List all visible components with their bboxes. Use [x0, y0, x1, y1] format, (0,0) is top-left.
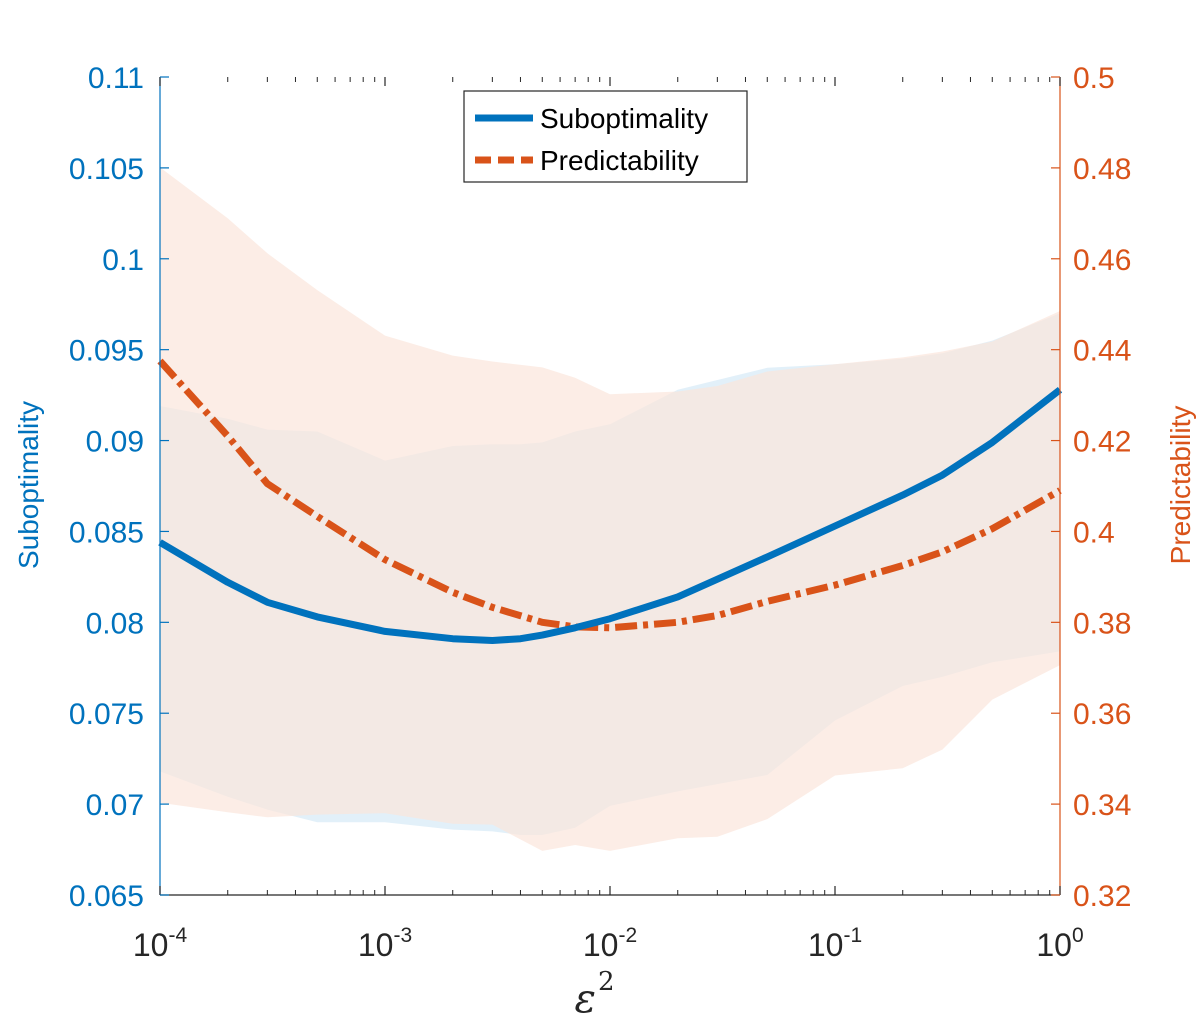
legend: Suboptimality Predictability: [463, 90, 748, 183]
x-tick-label: 10-4: [133, 924, 188, 963]
y-right-tick-label: 0.48: [1073, 153, 1131, 186]
tick-labels: 10-4 10-3 10-2 10-1 100 0.065 0.07 0.075 0.08 0.0…: [69, 62, 1131, 963]
x-tick-label: 100: [1036, 924, 1083, 963]
series-line-suboptimality: [158, 386, 1063, 644]
confidence-bands: [160, 167, 1060, 851]
legend-box: [463, 90, 748, 183]
y-right-tick-label: 0.4: [1073, 516, 1115, 549]
y-right-tick-label: 0.42: [1073, 426, 1131, 459]
y-left-tick-label: 0.075: [69, 698, 144, 731]
y-right-tick-label: 0.36: [1073, 698, 1131, 731]
y-right-tick-label: 0.38: [1073, 607, 1131, 640]
y-left-tick-label: 0.1: [102, 244, 144, 277]
y-right-tick-label: 0.46: [1073, 244, 1131, 277]
x-axis-label-exponent: 2: [598, 967, 615, 997]
y-axis-left-label: Suboptimality: [13, 401, 44, 569]
y-left-tick-label: 0.065: [69, 880, 144, 913]
axes: [159, 76, 1061, 896]
y-axis-right-label: Predictability: [1165, 406, 1196, 565]
y-right-tick-label: 0.34: [1073, 789, 1131, 822]
y-right-tick-label: 0.44: [1073, 335, 1131, 368]
x-axis-label: ε: [575, 976, 596, 1022]
series-lines: [157, 358, 1063, 644]
y-left-tick-label: 0.11: [88, 62, 144, 95]
series-line-predictability: [157, 358, 1062, 632]
legend-label-predictability: Predictability: [540, 145, 699, 176]
x-tick-label: 10-2: [583, 924, 637, 963]
y-right-tick-label: 0.32: [1073, 880, 1131, 913]
y-left-tick-label: 0.09: [86, 426, 144, 459]
y-left-tick-label: 0.08: [86, 607, 144, 640]
y-left-tick-label: 0.095: [69, 335, 144, 368]
x-tick-label: 10-3: [358, 924, 412, 963]
band-predictability: [160, 167, 1060, 851]
y-left-tick-label: 0.07: [86, 789, 144, 822]
y-left-tick-label: 0.105: [69, 153, 144, 186]
y-left-tick-label: 0.085: [69, 516, 144, 549]
y-right-tick-label: 0.5: [1073, 62, 1115, 95]
legend-label-suboptimality: Suboptimality: [540, 103, 708, 134]
x-tick-label: 10-1: [808, 924, 862, 963]
